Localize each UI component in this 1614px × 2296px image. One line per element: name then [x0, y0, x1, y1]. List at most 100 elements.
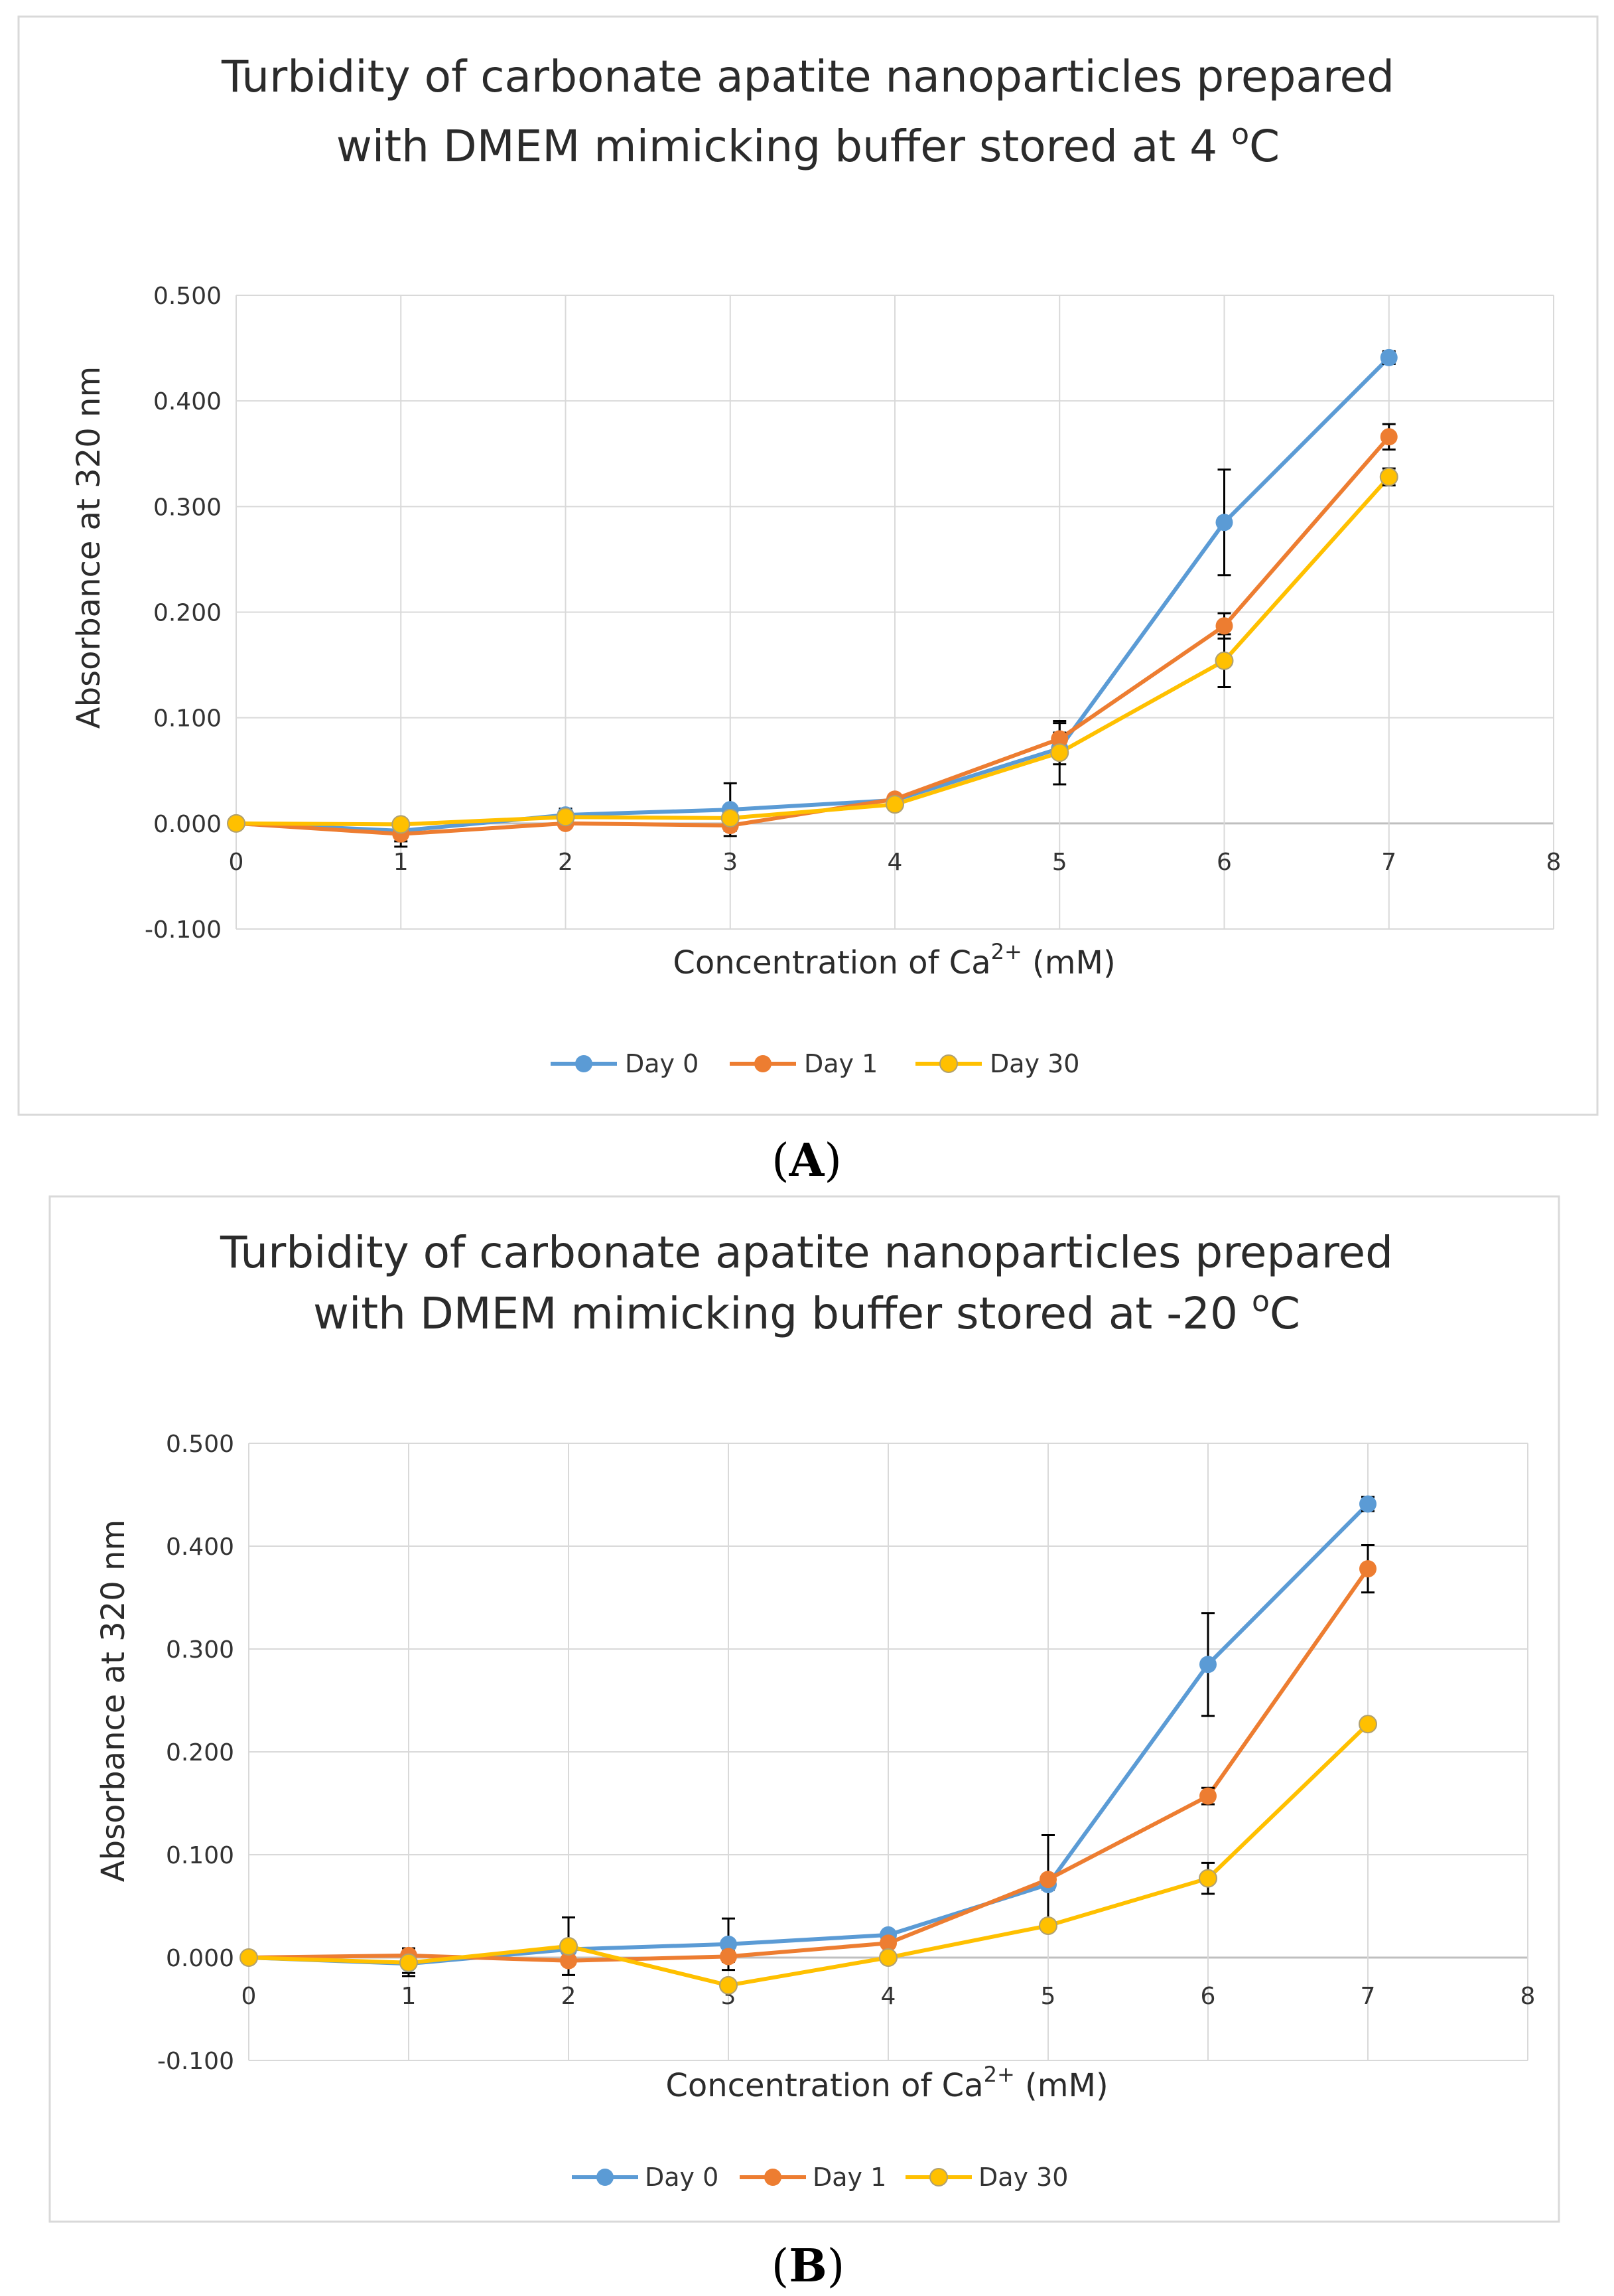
chart-b-point-day30	[879, 1948, 898, 1967]
chart-a-y-tick-label: 0.100	[153, 705, 222, 733]
chart-a-title-line1: Turbidity of carbonate apatite nanoparti…	[221, 51, 1394, 102]
chart-a-y-tick-label: 0.500	[153, 283, 222, 310]
chart-b-y-tick-label: -0.100	[157, 2048, 234, 2075]
chart-b-title-line2: with DMEM mimicking buffer stored at -20…	[313, 1285, 1300, 1339]
legend-marker-icon	[754, 1055, 772, 1072]
chart-a-point-day30	[1215, 651, 1234, 670]
chart-a-y-axis-label: Absorbance at 320 nm	[70, 366, 107, 729]
chart-b-legend: Day 0 Day 1 Day 30	[572, 2163, 1068, 2192]
chart-a-x-tick-label: 8	[1546, 849, 1562, 876]
chart-b-x-tick-label: 4	[881, 1983, 896, 2010]
chart-a-x-tick-label: 1	[393, 849, 409, 876]
chart-a-legend-label-day1: Day 1	[804, 1049, 878, 1078]
chart-a-x-tick-labels: 0 1 2 3 4 5 6 7 8	[229, 849, 1562, 876]
chart-a-point-day30	[886, 795, 904, 814]
chart-a-legend: Day 0 Day 1 Day 30	[551, 1049, 1079, 1078]
chart-a-y-tick-label: 0.200	[153, 600, 222, 627]
chart-b-x-tick-label: 7	[1361, 1983, 1376, 2010]
chart-a-point-day30	[1379, 467, 1398, 486]
chart-b-point-day0	[1359, 1495, 1377, 1513]
chart-a-title-unit: C	[1249, 121, 1280, 172]
chart-b-x-tick-label: 8	[1520, 1983, 1536, 2010]
chart-b-title-unit: C	[1270, 1288, 1300, 1339]
chart-b-point-day30	[1039, 1916, 1057, 1935]
chart-a-x-tick-label: 7	[1381, 849, 1396, 876]
chart-b-point-day30	[1359, 1715, 1377, 1734]
chart-b-point-day1	[720, 1948, 737, 1966]
legend-marker-icon	[929, 2168, 948, 2187]
chart-a-point-day1	[1380, 428, 1398, 446]
chart-b-y-tick-label: 0.500	[166, 1431, 234, 1458]
chart-a-point-day1	[1215, 617, 1233, 635]
chart-panel-b: Turbidity of carbonate apatite nanoparti…	[48, 1195, 1560, 2223]
chart-a-y-tick-label: -0.100	[145, 916, 222, 944]
chart-b-point-day1	[1359, 1560, 1377, 1578]
chart-a-x-tick-label: 3	[722, 849, 738, 876]
chart-b-y-tick-label: 0.200	[166, 1739, 234, 1766]
chart-b-series	[239, 1495, 1377, 1995]
chart-b-y-tick-label: 0.300	[166, 1636, 234, 1664]
chart-a-frame	[17, 15, 1599, 1116]
chart-b-x-tick-label: 2	[561, 1983, 576, 2010]
chart-a-x-tick-label: 0	[229, 849, 244, 876]
chart-a-point-day30	[227, 814, 245, 833]
chart-b-y-tick-label: 0.000	[166, 1945, 234, 1972]
chart-a-legend-day1: Day 1	[730, 1049, 878, 1078]
chart-b-line-day1	[248, 1567, 1370, 1963]
chart-b-y-axis-label: Absorbance at 320 nm	[95, 1520, 132, 1882]
chart-b-point-day30	[239, 1948, 258, 1967]
chart-a-point-day0	[1215, 514, 1233, 532]
chart-a-x-tick-label: 4	[888, 849, 903, 876]
chart-b-legend-day1: Day 1	[740, 2163, 886, 2192]
chart-a-point-day30	[556, 808, 575, 827]
legend-marker-icon	[764, 2169, 781, 2186]
legend-marker-icon	[575, 1055, 592, 1072]
chart-b-point-day30	[559, 1936, 578, 1956]
chart-a-line-day0	[235, 356, 1390, 833]
chart-b-x-axis-label-unit: (mM)	[1015, 2067, 1109, 2104]
chart-b-x-axis-label-text: Concentration of Ca	[665, 2067, 983, 2104]
chart-b-legend-label-day1: Day 1	[813, 2163, 886, 2192]
chart-a-legend-label-day0: Day 0	[625, 1049, 699, 1078]
chart-a-x-tick-label: 6	[1217, 849, 1232, 876]
chart-panel-a: Turbidity of carbonate apatite nanoparti…	[17, 15, 1599, 1116]
chart-b-y-tick-label: 0.400	[166, 1534, 234, 1561]
chart-a-y-tick-label: 0.400	[153, 388, 222, 415]
chart-a-x-tick-label: 5	[1052, 849, 1067, 876]
chart-a-point-day30	[1050, 743, 1069, 762]
chart-b-x-tick-label: 6	[1201, 1983, 1216, 2010]
chart-a-x-axis-label: Concentration of Ca2+ (mM)	[673, 939, 1115, 981]
chart-a-title-line2: with DMEM mimicking buffer stored at 4 o…	[336, 117, 1280, 172]
chart-a-legend-day30: Day 30	[915, 1049, 1079, 1078]
chart-a-x-axis-label-unit: (mM)	[1022, 944, 1116, 981]
chart-a-point-day30	[720, 808, 740, 827]
chart-b-point-day1	[880, 1934, 897, 1952]
chart-a-point-day0	[1380, 348, 1398, 366]
chart-a-legend-day0: Day 0	[551, 1049, 699, 1078]
chart-b-line-day30	[248, 1723, 1370, 1987]
panel-label-a: (A)	[772, 1134, 842, 1187]
panel-label-b-letter: B	[789, 2240, 827, 2293]
chart-b-frame	[48, 1195, 1560, 2223]
chart-b-legend-label-day30: Day 30	[978, 2163, 1068, 2192]
chart-a-y-tick-label: 0.300	[153, 494, 222, 521]
chart-a-y-tick-labels: 0.500 0.400 0.300 0.200 0.100 0.000 -0.100	[145, 283, 222, 944]
chart-b-point-day0	[720, 1935, 737, 1953]
chart-b-point-day1	[560, 1952, 577, 1970]
legend-marker-icon	[939, 1054, 958, 1073]
chart-b-y-tick-labels: 0.500 0.400 0.300 0.200 0.100 0.000 -0.100	[157, 1431, 234, 2075]
chart-b-x-axis-label-superscript: 2+	[984, 2062, 1015, 2087]
chart-b-legend-day0: Day 0	[572, 2163, 718, 2192]
chart-a-x-axis-label-text: Concentration of Ca	[673, 944, 990, 981]
chart-b-y-tick-label: 0.100	[166, 1842, 234, 1869]
panel-label-a-letter: A	[789, 1134, 825, 1187]
chart-b-x-tick-label: 5	[1041, 1983, 1056, 2010]
chart-b-point-day1	[1040, 1871, 1057, 1889]
chart-a-y-tick-label: 0.000	[153, 811, 222, 838]
chart-b-title-superscript: o	[1252, 1285, 1270, 1319]
chart-b-legend-label-day0: Day 0	[645, 2163, 718, 2192]
chart-a-series	[227, 348, 1398, 848]
chart-a-line-day30	[235, 475, 1391, 827]
chart-b-point-day30	[719, 1975, 738, 1995]
